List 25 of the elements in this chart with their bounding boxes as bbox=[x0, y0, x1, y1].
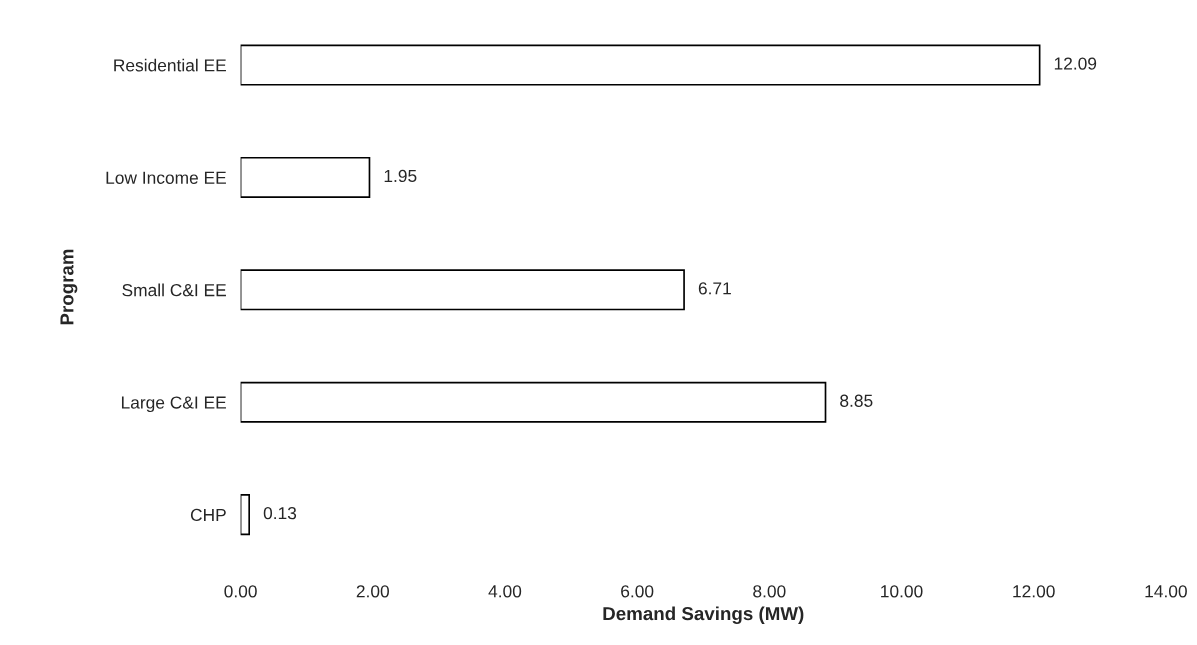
x-tick-label: 14.00 bbox=[1145, 585, 1187, 598]
data-label: 0.13 bbox=[263, 506, 297, 520]
data-label: 6.71 bbox=[698, 282, 731, 295]
y-tick-label: Low Income EE bbox=[106, 171, 226, 184]
y-tick-label: Residential EE bbox=[114, 58, 226, 72]
x-axis-title: Demand Savings (MW) bbox=[603, 606, 804, 625]
data-label: 12.09 bbox=[1054, 57, 1097, 70]
bar bbox=[240, 494, 251, 536]
x-tick-label: 10.00 bbox=[881, 585, 923, 598]
y-tick-label: Small C&I EE bbox=[122, 283, 226, 297]
x-tick-label: 12.00 bbox=[1013, 585, 1055, 598]
x-tick-label: 6.00 bbox=[621, 585, 654, 598]
x-tick-label: 2.00 bbox=[356, 585, 389, 598]
data-label: 1.95 bbox=[384, 169, 417, 183]
x-tick-label: 0.00 bbox=[224, 585, 257, 598]
x-tick-label: 8.00 bbox=[753, 585, 786, 598]
bar bbox=[240, 269, 685, 311]
data-label: 8.85 bbox=[840, 394, 873, 407]
bar bbox=[240, 381, 827, 423]
y-tick-label: CHP bbox=[190, 508, 226, 522]
bar bbox=[240, 156, 371, 198]
y-axis-title: Program bbox=[60, 249, 78, 325]
x-tick-label: 4.00 bbox=[488, 585, 522, 598]
bar bbox=[240, 44, 1041, 86]
y-tick-label: Large C&I EE bbox=[121, 396, 226, 413]
